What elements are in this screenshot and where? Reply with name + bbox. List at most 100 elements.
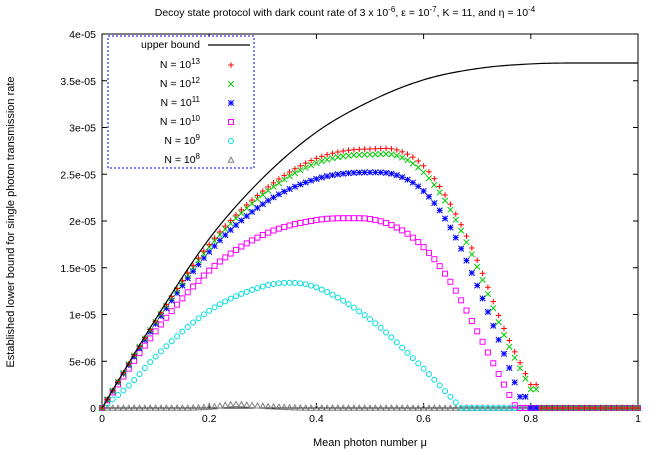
data-point bbox=[420, 187, 427, 195]
data-point bbox=[367, 316, 373, 323]
x-tick-label: 0.4 bbox=[309, 413, 324, 425]
data-point bbox=[275, 225, 282, 232]
data-point bbox=[356, 308, 363, 315]
data-point bbox=[227, 250, 234, 257]
data-point bbox=[377, 145, 384, 152]
data-point bbox=[291, 169, 299, 177]
data-point bbox=[328, 404, 337, 411]
data-point bbox=[394, 147, 400, 153]
data-point bbox=[200, 311, 207, 318]
data-point bbox=[436, 207, 443, 214]
legend-marker bbox=[227, 80, 235, 88]
data-point bbox=[254, 204, 261, 212]
data-point bbox=[334, 294, 341, 301]
data-point bbox=[404, 349, 411, 356]
data-point bbox=[281, 172, 288, 179]
legend-label: N = 1010 bbox=[160, 114, 201, 128]
data-point bbox=[324, 289, 331, 296]
data-point bbox=[468, 269, 475, 277]
data-point bbox=[356, 169, 363, 176]
data-point bbox=[484, 290, 492, 298]
x-tick-label: 0.2 bbox=[202, 413, 217, 425]
data-point bbox=[410, 154, 416, 160]
data-point bbox=[174, 333, 181, 340]
data-point bbox=[382, 150, 390, 158]
data-point bbox=[586, 405, 593, 411]
data-point bbox=[495, 312, 502, 319]
data-point bbox=[608, 405, 614, 411]
data-point bbox=[233, 212, 239, 218]
data-point bbox=[516, 365, 524, 372]
data-point bbox=[243, 205, 250, 212]
legend-label: N = 108 bbox=[164, 152, 200, 166]
data-point bbox=[527, 386, 534, 393]
data-point bbox=[458, 297, 465, 304]
title-eps-part: , ε = 10 bbox=[395, 7, 429, 19]
data-point bbox=[495, 336, 502, 343]
chart-title: Decoy state protocol with dark count rat… bbox=[155, 5, 536, 19]
data-point bbox=[232, 221, 240, 229]
data-point bbox=[238, 217, 245, 224]
data-point bbox=[479, 338, 486, 345]
data-point bbox=[157, 321, 164, 328]
data-point bbox=[206, 248, 213, 256]
data-point bbox=[249, 286, 256, 293]
data-point bbox=[308, 157, 314, 164]
data-point bbox=[409, 160, 417, 167]
data-point bbox=[340, 170, 347, 177]
data-point bbox=[226, 400, 235, 408]
data-point bbox=[377, 150, 384, 158]
data-point bbox=[404, 156, 411, 164]
data-point bbox=[206, 241, 212, 248]
data-point bbox=[399, 154, 406, 161]
data-point bbox=[355, 404, 363, 411]
data-point bbox=[259, 191, 266, 198]
data-point bbox=[403, 404, 412, 411]
data-point bbox=[313, 175, 320, 183]
data-point bbox=[210, 402, 219, 410]
data-point bbox=[528, 381, 534, 388]
data-point bbox=[297, 167, 304, 174]
data-point bbox=[227, 220, 234, 227]
data-point bbox=[570, 405, 577, 411]
data-point bbox=[399, 344, 406, 351]
data-point bbox=[356, 146, 363, 153]
data-point bbox=[436, 382, 443, 389]
y-tick-label: 2.5e-05 bbox=[60, 169, 96, 181]
data-point bbox=[281, 223, 288, 230]
data-point bbox=[409, 404, 417, 411]
data-point bbox=[114, 404, 122, 411]
data-point bbox=[125, 382, 132, 389]
data-point bbox=[253, 401, 262, 409]
data-point bbox=[238, 243, 245, 250]
data-point bbox=[404, 176, 411, 183]
data-point bbox=[211, 262, 218, 269]
upper-bound-curve bbox=[101, 62, 638, 409]
data-point bbox=[205, 403, 213, 410]
data-point bbox=[141, 404, 149, 411]
legend-marker bbox=[227, 99, 235, 107]
data-point bbox=[576, 405, 582, 411]
data-point bbox=[265, 184, 271, 190]
data-point bbox=[345, 301, 352, 308]
data-point bbox=[441, 404, 449, 411]
data-point bbox=[447, 201, 454, 207]
data-point bbox=[495, 371, 502, 378]
data-point bbox=[275, 403, 283, 410]
data-point bbox=[383, 220, 390, 227]
data-point bbox=[334, 171, 341, 178]
data-point bbox=[233, 246, 239, 253]
data-point bbox=[323, 156, 331, 163]
data-point bbox=[195, 255, 202, 261]
data-point bbox=[366, 169, 374, 176]
data-point bbox=[270, 194, 277, 201]
data-point bbox=[184, 323, 191, 330]
data-point bbox=[361, 312, 368, 319]
data-point bbox=[415, 360, 422, 367]
series-10 bbox=[99, 215, 641, 411]
data-point bbox=[372, 216, 379, 223]
series-layer bbox=[98, 62, 642, 412]
data-point bbox=[141, 365, 148, 372]
data-point bbox=[511, 379, 518, 386]
data-point bbox=[275, 179, 283, 187]
